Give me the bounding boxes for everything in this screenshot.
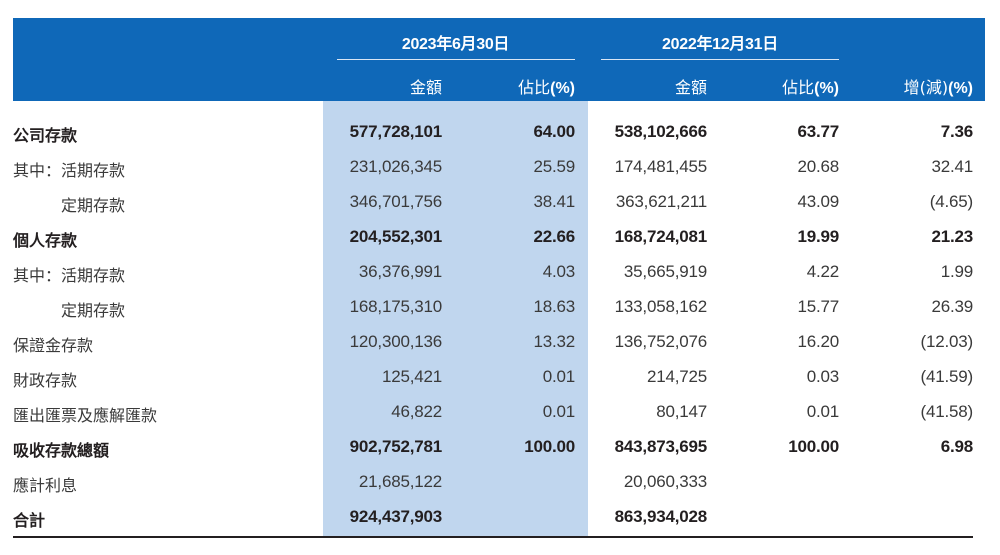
col-amount-2023: 金額 [410, 74, 442, 98]
cell-amount-2022: 363,621,211 [615, 192, 707, 211]
cell-pct-2023: 100.00 [524, 437, 575, 456]
cell-pct-2022: 0.01 [806, 402, 839, 421]
cell-amount-2023: 346,701,756 [349, 192, 443, 211]
cell-amount-2023: 204,552,301 [349, 227, 443, 246]
cell-amount-2022: 843,873,695 [614, 437, 708, 456]
cell-amount-2023: 577,728,101 [349, 122, 443, 141]
cell-change-pct: (4.65) [929, 192, 973, 211]
cell-amount-2022: 133,058,162 [614, 297, 708, 316]
row-label: 合計 [13, 511, 46, 530]
cell-pct-2022: 43.09 [797, 192, 839, 211]
table-row: 公司存款 577,728,101 64.00 538,102,666 63.77 7.36 [0, 117, 1000, 152]
cell-amount-2022: 80,147 [656, 402, 707, 421]
highlight-column-2023 [323, 101, 588, 538]
cell-amount-2023: 125,421 [381, 367, 442, 386]
row-label: 定期存款 [61, 301, 126, 320]
cell-pct-2023: 18.63 [533, 297, 575, 316]
row-label: 吸收存款總額 [13, 441, 110, 460]
row-label: 匯出匯票及應解匯款 [13, 406, 158, 425]
col-pct-2022-unit: (%) [814, 80, 839, 97]
cell-amount-2023: 36,376,991 [358, 262, 442, 281]
cell-change-pct: (41.59) [920, 367, 974, 386]
row-label: 個人存款 [13, 231, 78, 250]
cell-change-pct: (41.58) [920, 402, 974, 421]
cell-pct-2023: 0.01 [542, 367, 575, 386]
cell-amount-2022: 20,060,333 [623, 472, 707, 491]
col-change: 增(減)(%) [904, 74, 973, 98]
cell-pct-2022: 0.03 [806, 367, 839, 386]
table-row: 財政存款 125,421 0.01 214,725 0.03 (41.59) [0, 362, 1000, 397]
table-row: 個人存款 204,552,301 22.66 168,724,081 19.99 21.2… [0, 222, 1000, 257]
cell-pct-2022: 63.77 [797, 122, 839, 141]
row-label: 定期存款 [61, 196, 126, 215]
col-pct-2022: 佔比(%) [782, 74, 839, 98]
table-bottom-rule [13, 536, 973, 538]
cell-amount-2022: 136,752,076 [614, 332, 708, 351]
row-label: 公司存款 [13, 126, 78, 145]
cell-pct-2022: 19.99 [797, 227, 839, 246]
cell-pct-2022: 16.20 [797, 332, 839, 351]
period-rule-2022 [601, 59, 839, 60]
cell-pct-2023: 38.41 [533, 192, 575, 211]
table-row: 其中：活期存款 36,376,991 4.03 35,665,919 4.22 1.99 [0, 257, 1000, 292]
cell-amount-2022: 174,481,455 [614, 157, 708, 176]
table-row: 保證金存款 120,300,136 13.32 136,752,076 16.20 (12… [0, 327, 1000, 362]
col-pct-2023: 佔比(%) [518, 74, 575, 98]
cell-change-pct: 6.98 [940, 437, 973, 456]
period-heading-2022: 2022年12月31日 [662, 36, 778, 53]
cell-amount-2023: 168,175,310 [349, 297, 443, 316]
col-change-unit: (%) [948, 80, 973, 97]
col-pct-2022-label: 佔比 [782, 78, 815, 97]
col-amount-2022: 金額 [675, 74, 707, 98]
table-row: 其中：活期存款 231,026,345 25.59 174,481,455 20.68 3… [0, 152, 1000, 187]
col-change-label: 增(減) [903, 78, 949, 97]
cell-pct-2023: 22.66 [533, 227, 575, 246]
col-pct-2023-unit: (%) [550, 80, 575, 97]
table-row: 合計 924,437,903 863,934,028 [0, 502, 1000, 537]
cell-pct-2023: 0.01 [542, 402, 575, 421]
col-amount-2022-label: 金額 [674, 78, 707, 97]
cell-pct-2023: 13.32 [533, 332, 575, 351]
cell-change-pct: 7.36 [940, 122, 973, 141]
cell-change-pct: 32.41 [931, 157, 973, 176]
cell-pct-2022: 4.22 [806, 262, 839, 281]
cell-pct-2023: 25.59 [533, 157, 575, 176]
period-rule-2023 [337, 59, 575, 60]
cell-amount-2023: 21,685,122 [358, 472, 442, 491]
row-label: 應計利息 [13, 476, 78, 495]
cell-change-pct: 26.39 [931, 297, 973, 316]
row-label: 保證金存款 [13, 336, 94, 355]
cell-change-pct: 1.99 [940, 262, 973, 281]
col-amount-2023-label: 金額 [409, 78, 442, 97]
cell-change-pct: 21.23 [931, 227, 973, 246]
cell-amount-2022: 168,724,081 [614, 227, 708, 246]
cell-pct-2022: 15.77 [797, 297, 839, 316]
cell-pct-2022: 100.00 [788, 437, 839, 456]
cell-amount-2023: 924,437,903 [349, 507, 443, 526]
table-row: 定期存款 168,175,310 18.63 133,058,162 15.77 26.3… [0, 292, 1000, 327]
row-label: 其中：活期存款 [13, 161, 126, 180]
cell-amount-2023: 231,026,345 [349, 157, 443, 176]
cell-change-pct: (12.03) [920, 332, 974, 351]
cell-pct-2023: 64.00 [533, 122, 575, 141]
row-label: 其中：活期存款 [13, 266, 126, 285]
table-row: 吸收存款總額 902,752,781 100.00 843,873,695 100.00… [0, 432, 1000, 467]
cell-pct-2023: 4.03 [542, 262, 575, 281]
row-label: 財政存款 [13, 371, 78, 390]
cell-amount-2022: 214,725 [646, 367, 707, 386]
cell-amount-2022: 863,934,028 [614, 507, 708, 526]
cell-pct-2022: 20.68 [797, 157, 839, 176]
cell-amount-2022: 538,102,666 [614, 122, 708, 141]
table-row: 匯出匯票及應解匯款 46,822 0.01 80,147 0.01 (41.58) [0, 397, 1000, 432]
cell-amount-2023: 120,300,136 [349, 332, 443, 351]
table-row: 定期存款 346,701,756 38.41 363,621,211 43.09 (4.6… [0, 187, 1000, 222]
cell-amount-2022: 35,665,919 [623, 262, 707, 281]
table-row: 應計利息 21,685,122 20,060,333 [0, 467, 1000, 502]
cell-amount-2023: 46,822 [391, 402, 442, 421]
period-heading-2023: 2023年6月30日 [401, 36, 510, 53]
col-pct-2023-label: 佔比 [518, 78, 551, 97]
cell-amount-2023: 902,752,781 [349, 437, 443, 456]
